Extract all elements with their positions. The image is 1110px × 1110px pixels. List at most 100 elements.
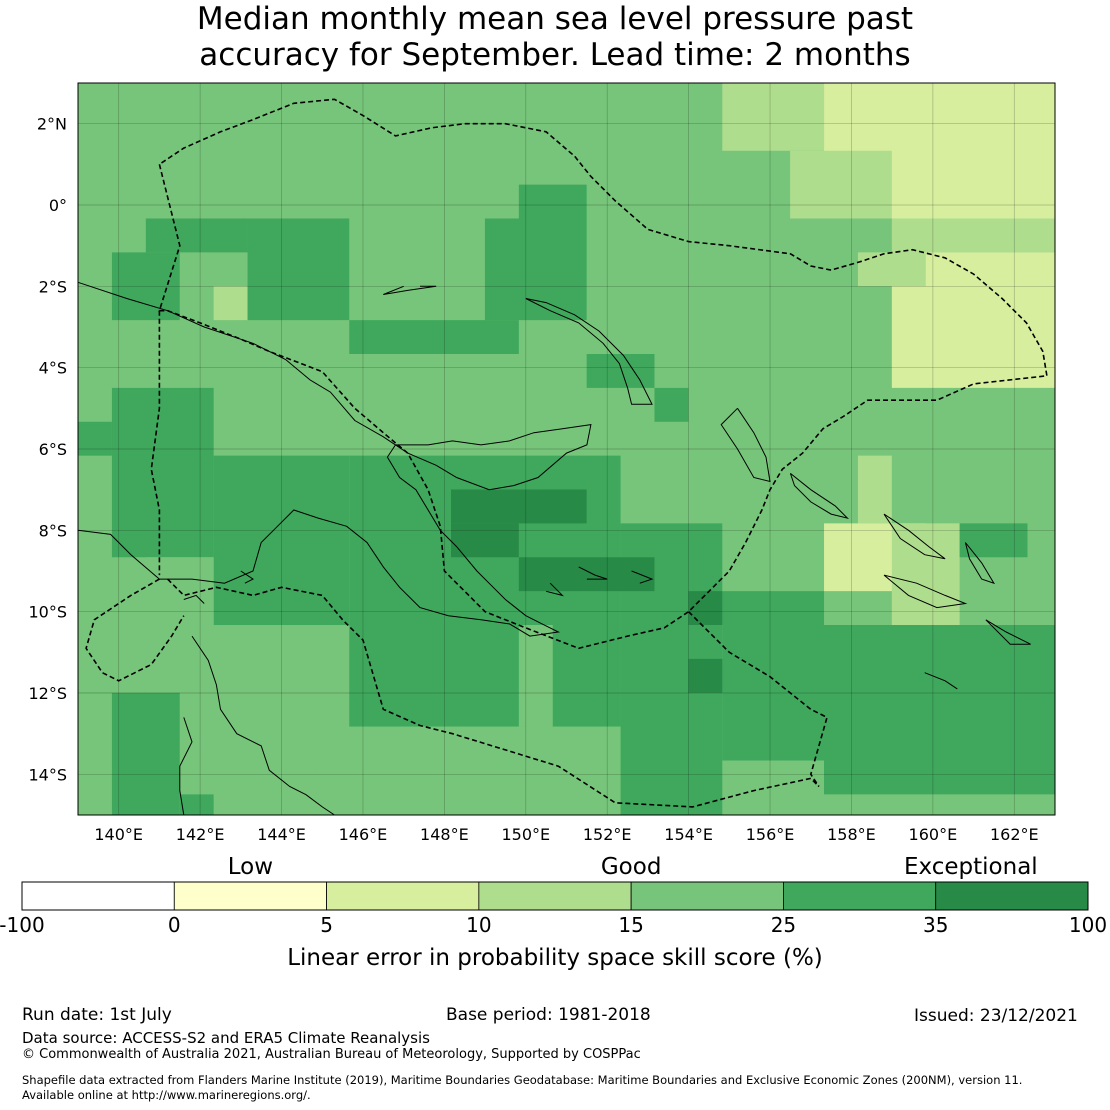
- skill-cell-patch: [722, 591, 825, 761]
- latitude-tick-label: 14°S: [28, 765, 67, 784]
- skill-cell-patch: [857, 455, 892, 524]
- skill-cell-patch: [654, 387, 689, 422]
- colorbar-segment: [783, 881, 937, 911]
- coastline: [179, 717, 193, 816]
- skill-cell-patch: [213, 455, 350, 626]
- skill-cell-patch: [824, 625, 1055, 795]
- longitude-tick-label: 144°E: [257, 825, 306, 844]
- colorbar-label: Linear error in probability space skill …: [287, 945, 823, 971]
- skill-cell-patch: [247, 726, 316, 815]
- longitude-tick-label: 146°E: [339, 825, 388, 844]
- coastline: [183, 594, 205, 604]
- colorbar-frame: [21, 881, 1089, 911]
- skill-cell-patch: [78, 421, 112, 456]
- shapefile-credit-line-1: Shapefile data extracted from Flanders M…: [22, 1073, 1023, 1087]
- colorbar-tick-label: 5: [320, 913, 333, 937]
- base-period: Base period: 1981-2018: [446, 1005, 651, 1025]
- longitude-tick-label: 150°E: [501, 825, 550, 844]
- skill-cell-patch: [349, 320, 519, 355]
- colorbar-tick-label: 10: [466, 913, 492, 937]
- skill-cell-patch: [857, 252, 926, 287]
- coastline: [883, 574, 968, 609]
- longitude-tick-label: 158°E: [827, 825, 876, 844]
- coastline: [964, 542, 996, 585]
- colorbar-segment: [478, 881, 632, 911]
- skill-cell-patch: [111, 252, 180, 321]
- skill-cell-patch: [213, 286, 248, 321]
- skill-cell-patch: [959, 523, 1028, 558]
- colorbar-segment: [630, 881, 784, 911]
- coastline: [631, 570, 654, 584]
- skill-cell-patch: [688, 658, 723, 693]
- colorbar-tick-label: -100: [0, 913, 45, 937]
- skill-cell-patch: [451, 523, 519, 558]
- shapefile-credit-line-2: Available online at http://www.marinereg…: [22, 1088, 311, 1102]
- title-line-2: accuracy for September. Lead time: 2 mon…: [199, 37, 911, 73]
- longitude-tick-label: 140°E: [94, 825, 143, 844]
- longitude-tick-label: 142°E: [176, 825, 225, 844]
- longitude-tick-label: 148°E: [420, 825, 469, 844]
- colorbar-tick-label: 25: [770, 913, 797, 937]
- skill-cell-patch: [586, 354, 655, 388]
- skill-cell-patch: [315, 726, 621, 815]
- skill-cell-patch: [722, 83, 825, 151]
- chart-title: Median monthly mean sea level pressure p…: [0, 0, 1110, 73]
- colorbar-segment: [935, 881, 1089, 911]
- copyright-notice: © Commonwealth of Australia 2021, Austra…: [22, 1047, 641, 1062]
- skill-cell-patch: [179, 794, 214, 815]
- longitude-tick-label: 154°E: [664, 825, 713, 844]
- skill-cell-patch: [111, 387, 214, 558]
- maritime-boundary-line: [688, 611, 828, 787]
- longitude-tick-label: 152°E: [583, 825, 632, 844]
- longitude-tick-label: 160°E: [909, 825, 958, 844]
- colorbar-segment: [326, 881, 480, 911]
- skill-cell-patch: [451, 489, 587, 524]
- map-frame: [77, 82, 1056, 816]
- skill-cell-patch: [145, 218, 248, 253]
- skill-cell-patch: [891, 218, 1055, 253]
- skill-cell-patch: [790, 150, 892, 219]
- coastline: [545, 582, 565, 597]
- coastline: [383, 285, 437, 295]
- coastline: [240, 570, 254, 584]
- colorbar-category-low: Low: [227, 854, 274, 880]
- coastlines: [77, 281, 1031, 816]
- eez-boundary-png-outer: [158, 98, 1048, 650]
- colorbar: [21, 881, 1089, 911]
- skill-cell-patch: [518, 625, 553, 727]
- coastline: [883, 513, 946, 560]
- data-source: Data source: ACCESS-S2 and ERA5 Climate …: [22, 1029, 430, 1047]
- latitude-tick-labels: 2°N 0° 2°S 4°S 6°S 8°S 10°S 12°S 14°S: [28, 115, 67, 785]
- map-gridlines: [78, 83, 1055, 815]
- coastline: [924, 672, 958, 690]
- skill-cell-patch: [518, 184, 587, 219]
- colorbar-segment: [173, 881, 327, 911]
- latitude-tick-label: 4°S: [39, 359, 67, 378]
- run-date: Run date: 1st July: [22, 1005, 172, 1025]
- latitude-tick-label: 12°S: [28, 684, 67, 703]
- latitude-tick-label: 2°N: [37, 115, 67, 134]
- skill-cell-patch: [247, 218, 350, 321]
- skill-score-cells: [78, 83, 1055, 815]
- latitude-tick-label: 0°: [49, 196, 67, 215]
- skill-cell-patch: [78, 692, 112, 815]
- coastline: [191, 635, 335, 816]
- eez-boundaries: [85, 98, 1048, 808]
- skill-cell-patch: [891, 523, 960, 626]
- coastline: [789, 473, 850, 520]
- coastline: [985, 619, 1031, 645]
- latitude-tick-label: 8°S: [39, 521, 67, 540]
- longitude-tick-label: 162°E: [990, 825, 1039, 844]
- colorbar-tick-label: 0: [167, 913, 181, 937]
- title-line-1: Median monthly mean sea level pressure p…: [196, 1, 914, 37]
- colorbar-category-exceptional: Exceptional: [904, 854, 1038, 880]
- colorbar-tick-label: 15: [618, 913, 644, 937]
- coastline: [578, 566, 608, 580]
- skill-cell-patch: [688, 591, 723, 626]
- skill-cell-patch: [484, 218, 587, 321]
- longitude-tick-label: 156°E: [746, 825, 795, 844]
- issued-date: Issued: 23/12/2021: [914, 1006, 1078, 1026]
- latitude-tick-label: 2°S: [39, 277, 67, 296]
- colorbar-segment: [21, 881, 175, 911]
